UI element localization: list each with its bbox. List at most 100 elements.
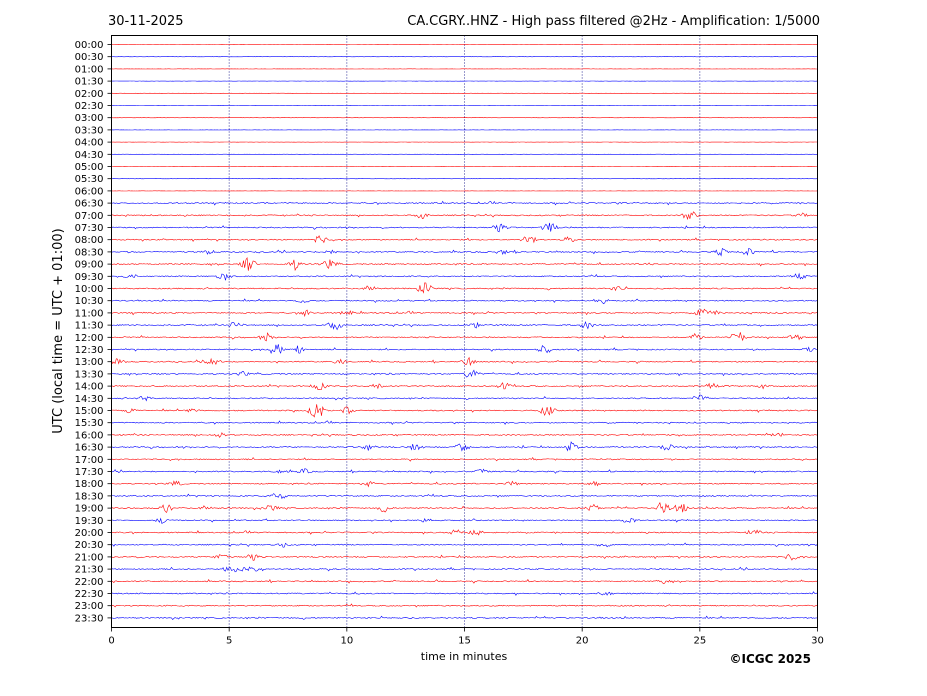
y-tick-label: 22:30 bbox=[75, 589, 104, 600]
y-tick-label: 03:00 bbox=[75, 113, 104, 124]
trace-1000 bbox=[111, 282, 818, 294]
y-tick-label: 07:30 bbox=[75, 223, 104, 234]
chart-title: CA.CGRY..HNZ - High pass filtered @2Hz -… bbox=[407, 14, 820, 29]
trace-1200 bbox=[111, 332, 818, 342]
trace-0730 bbox=[111, 222, 818, 233]
x-tick-label: 5 bbox=[226, 636, 232, 647]
y-tick-label: 01:30 bbox=[75, 77, 104, 88]
y-tick-label: 20:30 bbox=[75, 540, 104, 551]
y-tick-label: 08:30 bbox=[75, 247, 104, 258]
y-tick-label: 11:30 bbox=[75, 321, 104, 332]
y-tick-label: 02:30 bbox=[75, 101, 104, 112]
y-tick-label: 16:00 bbox=[75, 430, 104, 441]
trace-1330 bbox=[111, 369, 818, 378]
y-tick-label: 23:00 bbox=[75, 601, 104, 612]
trace-2200 bbox=[111, 579, 818, 585]
y-tick-label: 10:30 bbox=[75, 296, 104, 307]
y-tick-label: 08:00 bbox=[75, 235, 104, 246]
y-tick-label: 03:30 bbox=[75, 125, 104, 136]
trace-2300 bbox=[111, 603, 818, 608]
trace-1800 bbox=[111, 480, 818, 488]
trace-0900 bbox=[111, 256, 818, 272]
x-tick-label: 30 bbox=[811, 636, 824, 647]
y-tick-label: 18:30 bbox=[75, 491, 104, 502]
y-tick-label: 07:00 bbox=[75, 211, 104, 222]
trace-1600 bbox=[111, 432, 818, 438]
trace-2000 bbox=[111, 529, 818, 536]
y-tick-label: 12:30 bbox=[75, 345, 104, 356]
y-tick-label: 06:30 bbox=[75, 199, 104, 210]
y-tick-label: 09:00 bbox=[75, 260, 104, 271]
y-tick-label: 06:00 bbox=[75, 186, 104, 197]
trace-1130 bbox=[111, 321, 818, 331]
x-axis-ticks: 0 5 10 15 20 25 30 bbox=[108, 627, 824, 647]
x-tick-label: 0 bbox=[108, 636, 114, 647]
trace-0930 bbox=[111, 272, 818, 281]
x-tick-label: 25 bbox=[693, 636, 706, 647]
y-tick-label: 19:00 bbox=[75, 504, 104, 515]
x-tick-label: 20 bbox=[576, 636, 589, 647]
y-tick-label: 16:30 bbox=[75, 443, 104, 454]
y-tick-label: 19:30 bbox=[75, 516, 104, 527]
time-grid bbox=[228, 35, 701, 628]
y-tick-label: 23:30 bbox=[75, 613, 104, 624]
trace-1630 bbox=[111, 441, 818, 452]
y-tick-label: 20:00 bbox=[75, 528, 104, 539]
x-tick-label: 10 bbox=[340, 636, 353, 647]
y-tick-label: 13:00 bbox=[75, 357, 104, 368]
trace-1530 bbox=[111, 420, 818, 425]
trace-0630 bbox=[111, 200, 818, 206]
trace-1300 bbox=[111, 356, 818, 367]
y-tick-label: 22:00 bbox=[75, 577, 104, 588]
copyright-label: ©ICGC 2025 bbox=[729, 652, 811, 666]
trace-1100 bbox=[111, 308, 818, 318]
trace-1900 bbox=[111, 501, 818, 513]
trace-1500 bbox=[111, 404, 818, 418]
trace-1830 bbox=[111, 493, 818, 500]
trace-1930 bbox=[111, 517, 818, 525]
trace-2330 bbox=[111, 615, 818, 620]
y-tick-label: 10:00 bbox=[75, 284, 104, 295]
y-tick-label: 02:00 bbox=[75, 89, 104, 100]
y-tick-label: 21:30 bbox=[75, 565, 104, 576]
y-tick-label: 15:30 bbox=[75, 418, 104, 429]
x-tick-label: 15 bbox=[458, 636, 471, 647]
trace-1700 bbox=[111, 457, 818, 462]
trace-1730 bbox=[111, 468, 818, 474]
trace-0830 bbox=[111, 247, 818, 257]
x-axis-label: time in minutes bbox=[421, 650, 508, 663]
plot-frame bbox=[111, 35, 818, 628]
trace-1400 bbox=[111, 382, 818, 391]
y-tick-label: 17:30 bbox=[75, 467, 104, 478]
y-tick-label: 11:00 bbox=[75, 308, 104, 319]
y-tick-label: 14:30 bbox=[75, 394, 104, 405]
y-tick-label: 14:00 bbox=[75, 382, 104, 393]
y-tick-label: 09:30 bbox=[75, 272, 104, 283]
y-tick-label: 18:00 bbox=[75, 479, 104, 490]
trace-0800 bbox=[111, 235, 818, 244]
y-tick-label: 00:30 bbox=[75, 52, 104, 63]
y-tick-label: 00:00 bbox=[75, 40, 104, 51]
y-tick-label: 01:00 bbox=[75, 64, 104, 75]
y-tick-label: 04:30 bbox=[75, 150, 104, 161]
trace-2030 bbox=[111, 542, 818, 548]
y-tick-label: 15:00 bbox=[75, 406, 104, 417]
trace-lines bbox=[111, 44, 818, 620]
chart-date: 30-11-2025 bbox=[108, 14, 184, 29]
trace-1230 bbox=[111, 344, 818, 354]
y-tick-label: 05:00 bbox=[75, 162, 104, 173]
trace-1030 bbox=[111, 298, 818, 305]
trace-2100 bbox=[111, 553, 818, 561]
trace-2130 bbox=[111, 566, 818, 573]
y-tick-label: 12:00 bbox=[75, 333, 104, 344]
y-tick-label: 21:00 bbox=[75, 552, 104, 563]
y-tick-label: 05:30 bbox=[75, 174, 104, 185]
trace-0700 bbox=[111, 211, 818, 221]
y-tick-label: 17:00 bbox=[75, 455, 104, 466]
y-tick-label: 04:00 bbox=[75, 138, 104, 149]
trace-1430 bbox=[111, 394, 818, 402]
trace-2230 bbox=[111, 591, 818, 596]
y-tick-label: 13:30 bbox=[75, 369, 104, 380]
